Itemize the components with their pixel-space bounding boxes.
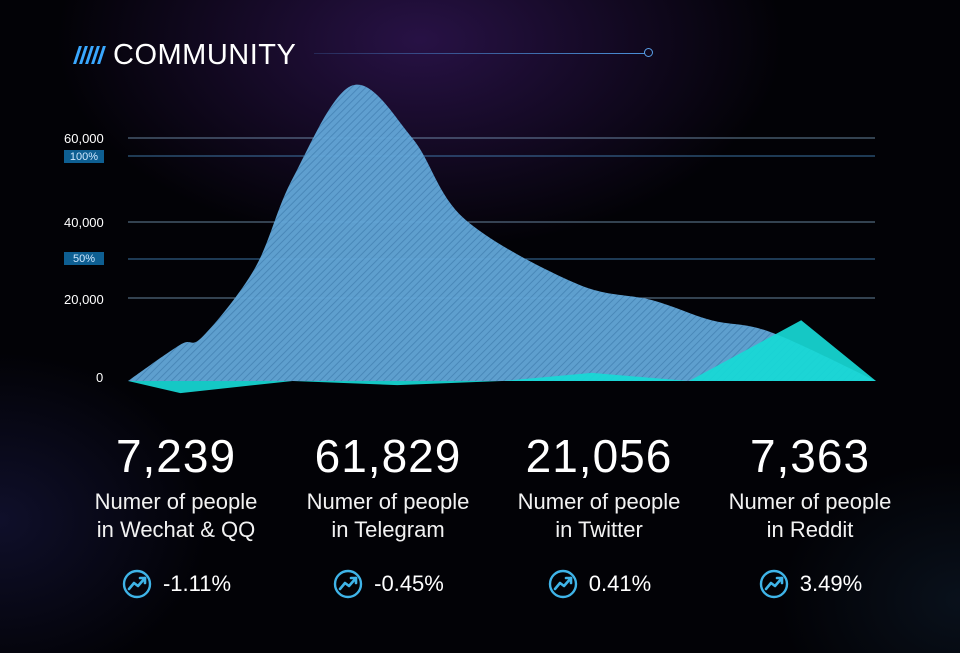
stat-twitter: 21,056 Numer of people in Twitter 0.41% xyxy=(489,428,709,600)
trend-up-icon xyxy=(333,569,363,599)
pct-badge-label: 100% xyxy=(70,151,98,163)
pct-badge-bg xyxy=(64,252,104,265)
stat-label-line1: Numer of people xyxy=(517,489,681,514)
stat-value: 7,363 xyxy=(749,430,871,482)
stat-label-line1: Numer of people xyxy=(306,489,470,514)
header-divider xyxy=(314,53,645,54)
y-tick-label: 20,000 xyxy=(64,292,104,307)
stat-change-value: -1.11% xyxy=(162,571,232,596)
stat-reddit: 7,363 Numer of people in Reddit 3.49% xyxy=(700,428,920,600)
stat-change-value: 3.49% xyxy=(799,571,863,596)
y-axis-labels: 60,000 40,000 20,000 0 xyxy=(64,131,104,385)
trend-up-icon xyxy=(122,569,152,599)
stat-telegram: 61,829 Numer of people in Telegram -0.45… xyxy=(278,428,498,600)
stat-change-value: 0.41% xyxy=(588,571,652,596)
area-series-main xyxy=(128,84,876,381)
stat-label-line2: in Reddit xyxy=(766,517,854,542)
stat-label-line2: in Telegram xyxy=(331,517,445,542)
pct-badge-bg xyxy=(64,150,104,163)
area-series-secondary xyxy=(128,320,876,394)
section-header: COMMUNITY xyxy=(73,38,297,72)
stat-change: -1.11% xyxy=(66,568,286,600)
stat-wechat-qq: 7,239 Numer of people in Wechat & QQ -1.… xyxy=(66,428,286,600)
stat-change: -0.45% xyxy=(278,568,498,600)
trend-up-icon xyxy=(548,569,577,599)
stat-change: 3.49% xyxy=(700,568,920,600)
stat-label-line2: in Wechat & QQ xyxy=(96,517,256,542)
stat-change: 0.41% xyxy=(489,568,709,600)
stat-label-line2: in Twitter xyxy=(555,517,643,542)
page-title: COMMUNITY xyxy=(113,38,297,71)
stat-value: 7,239 xyxy=(115,430,237,482)
area-chart: 60,000 40,000 20,000 0 100% 50% xyxy=(64,84,876,394)
header-dot xyxy=(644,48,653,57)
stat-value: 21,056 xyxy=(525,430,673,482)
stat-label-line1: Numer of people xyxy=(94,489,258,514)
pct-labels: 100% 50% xyxy=(64,150,104,265)
y-tick-label: 60,000 xyxy=(64,131,104,146)
stat-label-line1: Numer of people xyxy=(728,489,892,514)
stat-change-value: -0.45% xyxy=(374,571,444,596)
y-tick-label: 0 xyxy=(96,370,103,385)
pct-badge-label: 50% xyxy=(73,253,95,265)
y-tick-label: 40,000 xyxy=(64,215,104,230)
stat-value: 61,829 xyxy=(314,430,462,482)
trend-up-icon xyxy=(759,569,788,599)
